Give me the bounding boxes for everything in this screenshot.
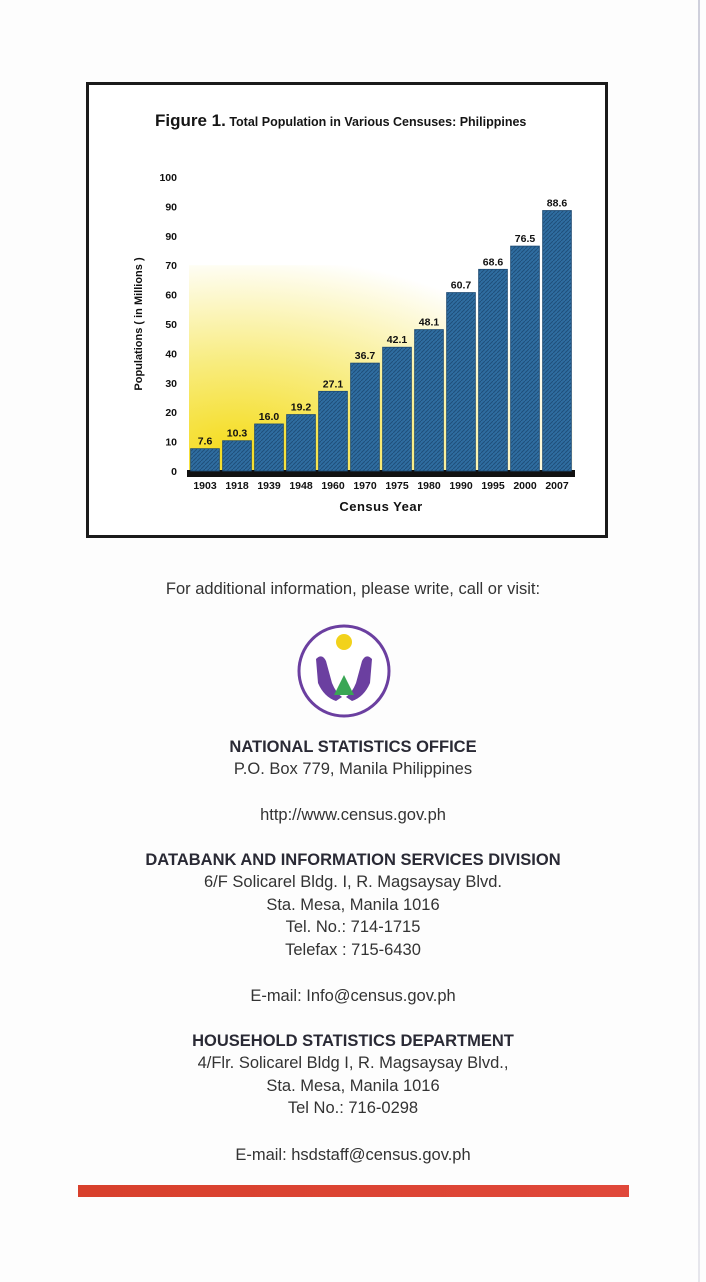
figure-title-text: Total Population in Various Censuses: Ph… bbox=[229, 115, 527, 129]
category-label-2007: 2007 bbox=[545, 480, 569, 492]
bar-1948 bbox=[286, 414, 316, 472]
category-label-1975: 1975 bbox=[385, 480, 409, 492]
value-label-1939: 16.0 bbox=[259, 411, 280, 423]
bar-1995 bbox=[478, 268, 508, 472]
category-label-1948: 1948 bbox=[289, 480, 313, 492]
value-label-1980: 48.1 bbox=[419, 317, 440, 329]
category-label-1970: 1970 bbox=[353, 480, 377, 492]
databank-address-2: Sta. Mesa, Manila 1016 bbox=[266, 895, 440, 914]
household-email-section: E-mail: hsdstaff@census.gov.ph bbox=[0, 1144, 706, 1167]
category-label-1918: 1918 bbox=[225, 480, 249, 492]
nso-logo-icon bbox=[297, 624, 391, 718]
office-heading: NATIONAL STATISTICS OFFICE bbox=[229, 738, 477, 756]
x-axis-baseline bbox=[187, 470, 575, 477]
website-section: http://www.census.gov.ph bbox=[0, 804, 706, 827]
y-tick-label-3: 30 bbox=[165, 378, 177, 390]
value-label-1918: 10.3 bbox=[227, 428, 248, 440]
value-label-1975: 42.1 bbox=[387, 334, 408, 346]
databank-section: DATABANK AND INFORMATION SERVICES DIVISI… bbox=[0, 849, 706, 961]
x-axis-title: Census Year bbox=[339, 499, 422, 514]
databank-tel: Tel. No.: 714-1715 bbox=[285, 918, 421, 936]
y-tick-label-10: 100 bbox=[159, 172, 177, 184]
y-axis-title: Populations ( in Millions ) bbox=[133, 257, 145, 391]
population-bar-chart: 7.6 1903 10.3 1918 16.0 1939 19.2 1948 27.1 1960 3… bbox=[133, 172, 575, 514]
bar-1918 bbox=[222, 440, 252, 472]
value-label-1903: 7.6 bbox=[198, 436, 213, 448]
value-label-1948: 19.2 bbox=[291, 402, 312, 414]
figure-frame: 7.6 1903 10.3 1918 16.0 1939 19.2 1948 27.1 1960 3… bbox=[86, 82, 608, 538]
household-address-1: 4/Flr. Solicarel Bldg I, R. Magsaysay Bl… bbox=[197, 1054, 509, 1072]
bar-2000 bbox=[510, 245, 540, 472]
bar-1970 bbox=[350, 362, 380, 472]
y-tick-label-9: 90 bbox=[165, 201, 177, 213]
bar-1975 bbox=[382, 346, 412, 472]
y-tick-label-0: 0 bbox=[171, 466, 177, 478]
category-label-1939: 1939 bbox=[257, 480, 281, 492]
office-address: P.O. Box 779, Manila Philippines bbox=[233, 760, 473, 778]
household-section: HOUSEHOLD STATISTICS DEPARTMENT 4/Flr. S… bbox=[0, 1030, 706, 1120]
databank-email-section: E-mail: Info@census.gov.ph bbox=[0, 985, 706, 1008]
bar-1960 bbox=[318, 390, 348, 472]
bar-2007 bbox=[542, 210, 572, 472]
bar-1980 bbox=[414, 329, 444, 472]
office-section: NATIONAL STATISTICS OFFICE P.O. Box 779,… bbox=[0, 736, 706, 781]
y-tick-label-6: 60 bbox=[165, 290, 177, 302]
household-heading: HOUSEHOLD STATISTICS DEPARTMENT bbox=[192, 1032, 514, 1050]
bar-1939 bbox=[254, 423, 284, 472]
category-label-1990: 1990 bbox=[449, 480, 473, 492]
household-tel: Tel No.: 716-0298 bbox=[287, 1099, 419, 1117]
category-label-1903: 1903 bbox=[193, 480, 217, 492]
chart-background-glow bbox=[189, 265, 573, 471]
y-tick-label-8: 90 bbox=[165, 231, 177, 243]
y-tick-label-2: 20 bbox=[165, 407, 177, 419]
value-label-2000: 76.5 bbox=[515, 233, 536, 245]
page-edge bbox=[698, 0, 700, 1282]
databank-address-1: 6/F Solicarel Bldg. I, R. Magsaysay Blvd… bbox=[203, 873, 503, 891]
figure-title: Figure 1. Total Population in Various Ce… bbox=[155, 111, 526, 131]
footer-red-bar bbox=[78, 1185, 629, 1197]
value-label-1995: 68.6 bbox=[483, 256, 504, 268]
value-label-2007: 88.6 bbox=[547, 198, 568, 210]
value-label-1960: 27.1 bbox=[323, 378, 344, 390]
category-label-1980: 1980 bbox=[417, 480, 441, 492]
category-label-1960: 1960 bbox=[321, 480, 345, 492]
databank-email[interactable]: E-mail: Info@census.gov.ph bbox=[250, 987, 456, 1005]
bar-1990 bbox=[446, 292, 476, 472]
databank-telefax: Telefax : 715-6430 bbox=[285, 940, 421, 959]
household-email[interactable]: E-mail: hsdstaff@census.gov.ph bbox=[235, 1146, 471, 1164]
y-tick-label-1: 10 bbox=[165, 437, 177, 449]
databank-heading: DATABANK AND INFORMATION SERVICES DIVISI… bbox=[145, 851, 561, 869]
y-tick-label-7: 70 bbox=[165, 260, 177, 272]
figure-label: Figure 1. bbox=[155, 111, 226, 130]
category-label-2000: 2000 bbox=[513, 480, 537, 492]
category-label-1995: 1995 bbox=[481, 480, 505, 492]
value-label-1990: 60.7 bbox=[451, 280, 472, 292]
y-tick-label-5: 50 bbox=[165, 319, 177, 331]
bar-1903 bbox=[190, 448, 220, 472]
household-address-2: Sta. Mesa, Manila 1016 bbox=[266, 1076, 440, 1095]
value-label-1970: 36.7 bbox=[355, 350, 376, 362]
contact-intro: For additional information, please write… bbox=[165, 580, 541, 598]
website-link[interactable]: http://www.census.gov.ph bbox=[260, 806, 446, 824]
y-tick-label-4: 40 bbox=[165, 348, 177, 360]
